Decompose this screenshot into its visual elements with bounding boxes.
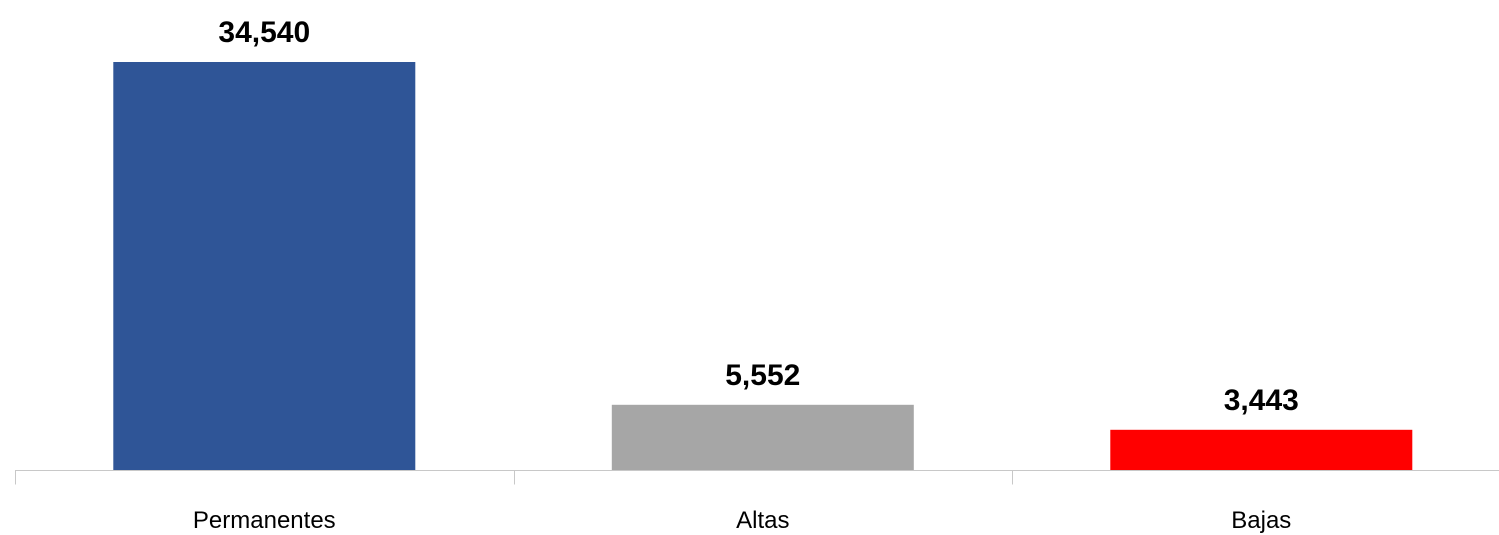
- value-label-permanentes: 34,540: [218, 16, 310, 49]
- category-labels-layer: Permanentes Altas Bajas: [193, 507, 1291, 534]
- category-label-altas: Altas: [736, 507, 789, 534]
- bars-layer: [113, 62, 1413, 471]
- x-axis-ticks: [15, 470, 1013, 485]
- category-label-permanentes: Permanentes: [193, 507, 336, 534]
- value-label-bajas: 3,443: [1224, 384, 1299, 417]
- value-label-altas: 5,552: [725, 359, 800, 392]
- category-label-bajas: Bajas: [1231, 507, 1291, 534]
- bar-altas: [611, 404, 914, 471]
- bar-permanentes: [113, 62, 416, 471]
- bar-bajas: [1110, 429, 1413, 471]
- value-labels-layer: 34,540 5,552 3,443: [218, 16, 1298, 417]
